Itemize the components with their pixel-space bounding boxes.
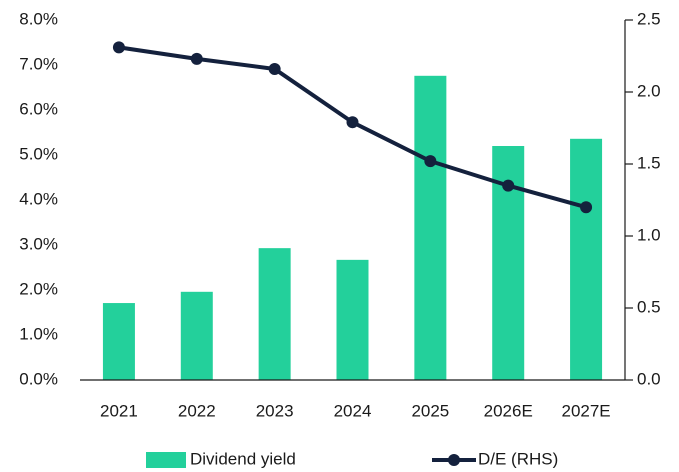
y2-tick-label: 2.0	[637, 81, 661, 100]
x-tick-label: 2021	[100, 401, 138, 420]
legend-label: D/E (RHS)	[478, 449, 558, 468]
line-marker	[502, 179, 515, 192]
y2-tick-label: 1.0	[637, 225, 661, 244]
line-marker	[112, 41, 125, 54]
line-marker	[424, 155, 437, 168]
x-tick-label: 2027E	[561, 401, 610, 420]
y2-tick-label: 2.5	[637, 9, 661, 28]
bar	[570, 138, 603, 380]
bar	[414, 75, 447, 381]
x-tick-label: 2022	[178, 401, 216, 420]
y2-tick-label: 0.0	[637, 369, 661, 388]
y-tick-label: 0.0%	[19, 369, 58, 388]
line-marker	[268, 62, 281, 75]
y-tick-label: 2.0%	[19, 279, 58, 298]
legend-swatch-marker	[448, 454, 460, 466]
legend-label: Dividend yield	[190, 449, 296, 468]
line-marker	[580, 201, 593, 214]
y-tick-label: 1.0%	[19, 324, 58, 343]
line-marker	[190, 52, 203, 65]
y-tick-label: 8.0%	[19, 9, 58, 28]
x-tick-label: 2026E	[484, 401, 533, 420]
legend-swatch	[146, 452, 186, 468]
y-tick-label: 6.0%	[19, 99, 58, 118]
y-tick-label: 3.0%	[19, 234, 58, 253]
bar	[102, 303, 135, 380]
y-tick-label: 5.0%	[19, 144, 58, 163]
x-tick-label: 2024	[334, 401, 372, 420]
line-marker	[346, 116, 359, 129]
y-tick-label: 4.0%	[19, 189, 58, 208]
bar	[180, 291, 213, 380]
bar	[336, 259, 369, 380]
y-tick-label: 7.0%	[19, 54, 58, 73]
bar	[258, 248, 291, 380]
x-tick-label: 2023	[256, 401, 294, 420]
y2-tick-label: 1.5	[637, 153, 661, 172]
x-tick-label: 2025	[411, 401, 449, 420]
y2-tick-label: 0.5	[637, 297, 661, 316]
